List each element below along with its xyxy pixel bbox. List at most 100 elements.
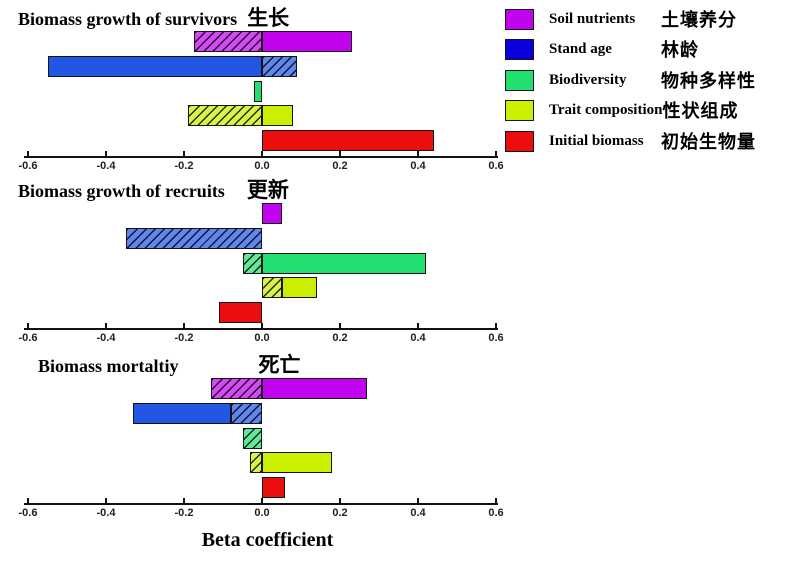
bar-segment-biodiversity xyxy=(242,253,262,274)
legend-swatch-trait-composition xyxy=(505,99,534,121)
bar-segment-stand-age xyxy=(125,228,262,249)
axis-tick-label: -0.2 xyxy=(174,332,194,344)
bar-segment-biodiversity xyxy=(254,81,262,102)
panel-title-en: Biomass growth of recruits xyxy=(18,181,225,201)
legend-item-initial-biomass: Initial biomass 初始生物量 xyxy=(505,129,756,153)
x-axis-line xyxy=(24,503,498,505)
axis-tick xyxy=(261,151,263,156)
legend-label-en: Stand age xyxy=(549,40,612,57)
axis-tick xyxy=(183,323,185,328)
axis-tick-label: -0.4 xyxy=(96,160,116,172)
axis-tick-label: -0.4 xyxy=(96,332,116,344)
bar-segment-soil-nutrients xyxy=(262,378,368,399)
axis-tick xyxy=(417,151,419,156)
panel-title: Biomass mortaltiy 死亡 xyxy=(38,349,300,379)
bar-segment-trait-composition xyxy=(187,105,262,126)
axis-tick-label: 0.0 xyxy=(254,507,270,519)
axis-tick xyxy=(261,498,263,503)
axis-tick-label: 0.4 xyxy=(410,332,426,344)
panel-title: Biomass growth of recruits 更新 xyxy=(18,174,289,204)
legend-label-en: Initial biomass xyxy=(549,132,644,149)
legend-swatch-soil-nutrients xyxy=(505,8,534,30)
axis-tick-label: 0.4 xyxy=(410,160,426,172)
bar-segment-soil-nutrients xyxy=(262,31,352,52)
bar-segment-biodiversity xyxy=(262,253,426,274)
bar-segment-trait-composition xyxy=(250,452,262,473)
legend-label-zh: 土壤养分 xyxy=(661,10,737,30)
axis-tick xyxy=(417,498,419,503)
panel-biomass-growth-recruits: Biomass growth of recruits 更新 -0.6 -0.4 -0… xyxy=(0,172,520,354)
panel-biomass-mortality: Biomass mortaltiy 死亡 -0.6 -0.4 -0.2 0.0 0.2 0… xyxy=(0,347,520,529)
legend-label-zh: 物种多样性 xyxy=(661,71,756,91)
axis-tick xyxy=(495,323,497,328)
bar-segment-initial-biomass xyxy=(262,130,434,151)
axis-tick-label: 0.6 xyxy=(488,332,504,344)
axis-tick xyxy=(183,151,185,156)
legend-label-en: Soil nutrients xyxy=(549,10,636,27)
axis-tick-label: -0.6 xyxy=(18,332,38,344)
axis-tick xyxy=(27,323,29,328)
axis-tick-label: 0.2 xyxy=(332,160,348,172)
bar-segment-soil-nutrients xyxy=(193,31,262,52)
bar-segment-stand-age xyxy=(262,56,298,77)
axis-tick-label: 0.0 xyxy=(254,332,270,344)
x-axis-line xyxy=(24,328,498,330)
axis-tick xyxy=(339,151,341,156)
legend-label-zh: 性状组成 xyxy=(662,101,739,121)
plot-area: -0.6 -0.4 -0.2 0.0 0.2 0.4 0.6 xyxy=(0,172,520,354)
axis-tick-label: 0.6 xyxy=(488,160,504,172)
legend-item-stand-age: Stand age 林龄 xyxy=(505,37,699,61)
axis-tick-label: -0.4 xyxy=(96,507,116,519)
axis-tick-label: 0.6 xyxy=(488,507,504,519)
axis-tick xyxy=(417,323,419,328)
panel-title-zh: 更新 xyxy=(246,179,289,202)
axis-tick-label: -0.2 xyxy=(174,160,194,172)
bar-segment-stand-age xyxy=(47,56,262,77)
axis-tick-label: -0.6 xyxy=(18,507,38,519)
bar-segment-initial-biomass xyxy=(262,477,286,498)
axis-tick xyxy=(495,498,497,503)
legend-label-zh: 林龄 xyxy=(661,40,699,60)
legend-label-en: Trait composition xyxy=(549,101,663,118)
panel-biomass-growth-survivors: Biomass growth of survivors 生长 -0.6 -0.4-… xyxy=(0,0,520,182)
bar-segment-trait-composition xyxy=(262,277,282,298)
axis-tick xyxy=(495,151,497,156)
axis-tick-label: 0.4 xyxy=(410,507,426,519)
plot-area: -0.6 -0.4 -0.2 0.0 0.2 0.4 0.6 xyxy=(0,0,520,182)
axis-tick-label: 0.2 xyxy=(332,507,348,519)
bar-segment-stand-age xyxy=(133,403,231,424)
bar-segment-biodiversity xyxy=(242,428,262,449)
plot-area: -0.6 -0.4 -0.2 0.0 0.2 0.4 0.6 xyxy=(0,347,520,529)
panel-title-en: Biomass growth of survivors xyxy=(18,9,238,29)
axis-tick-label: -0.2 xyxy=(174,507,194,519)
legend-swatch-stand-age xyxy=(505,38,534,60)
bar-segment-soil-nutrients xyxy=(211,378,262,399)
axis-tick-label: -0.6 xyxy=(18,160,38,172)
panel-title: Biomass growth of survivors 生长 xyxy=(18,2,289,32)
axis-tick xyxy=(105,498,107,503)
axis-tick xyxy=(27,498,29,503)
panel-title-en: Biomass mortaltiy xyxy=(38,356,179,376)
legend-label-zh: 初始生物量 xyxy=(661,132,756,152)
axis-tick-label: 0.2 xyxy=(332,332,348,344)
bar-segment-initial-biomass xyxy=(219,302,262,323)
bar-segment-trait-composition xyxy=(281,277,317,298)
axis-tick xyxy=(27,151,29,156)
panel-title-zh: 生长 xyxy=(247,7,290,30)
legend-swatch-initial-biomass xyxy=(505,130,534,152)
legend-label-en: Biodiversity xyxy=(549,71,627,88)
legend-item-trait-composition: Trait composition 性状组成 xyxy=(505,98,738,122)
bar-segment-trait-composition xyxy=(262,105,294,126)
axis-tick xyxy=(261,323,263,328)
axis-tick xyxy=(183,498,185,503)
x-axis-line xyxy=(24,156,498,158)
axis-tick xyxy=(339,498,341,503)
axis-tick-label: 0.0 xyxy=(254,160,270,172)
legend-item-biodiversity: Biodiversity 物种多样性 xyxy=(505,68,756,92)
axis-tick xyxy=(105,323,107,328)
legend-swatch-biodiversity xyxy=(505,69,534,91)
legend-item-soil-nutrients: Soil nutrients 土壤养分 xyxy=(505,7,737,31)
bar-segment-stand-age xyxy=(230,403,262,424)
legend: Soil nutrients 土壤养分 Stand age 林龄 Biodive… xyxy=(505,2,800,162)
axis-tick xyxy=(339,323,341,328)
